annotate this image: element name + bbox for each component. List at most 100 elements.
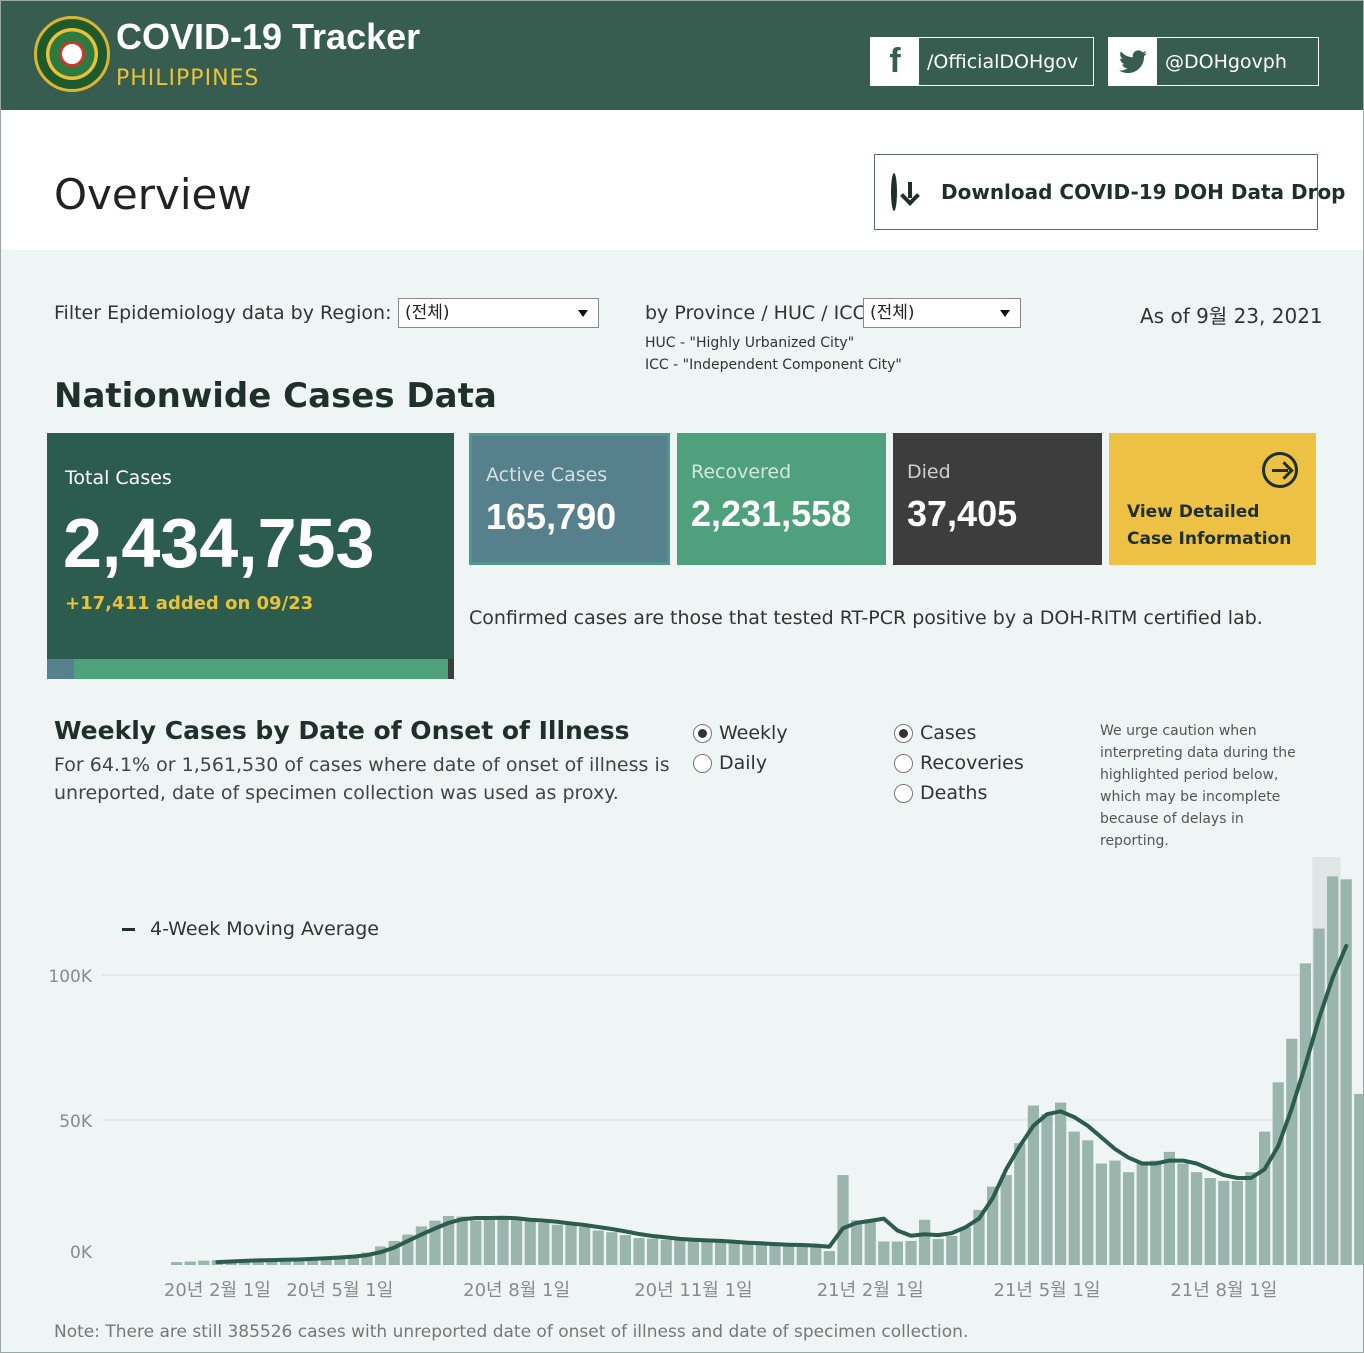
bar[interactable]: [769, 1244, 781, 1265]
bar[interactable]: [687, 1240, 699, 1265]
bar[interactable]: [1123, 1172, 1135, 1265]
bar[interactable]: [1163, 1151, 1175, 1265]
bar[interactable]: [674, 1240, 686, 1265]
bar[interactable]: [483, 1218, 495, 1265]
bar[interactable]: [415, 1226, 427, 1265]
bar[interactable]: [1109, 1160, 1121, 1265]
chart-footnote: Note: There are still 385526 cases with …: [54, 1322, 969, 1342]
radio-daily[interactable]: Daily: [693, 752, 767, 774]
bar[interactable]: [959, 1227, 971, 1265]
bar[interactable]: [402, 1234, 414, 1265]
bar[interactable]: [932, 1238, 944, 1265]
radio-recoveries[interactable]: Recoveries: [894, 752, 1024, 774]
bar[interactable]: [293, 1258, 305, 1265]
bar[interactable]: [443, 1215, 455, 1265]
bar[interactable]: [755, 1243, 767, 1265]
bar[interactable]: [470, 1220, 482, 1265]
bar[interactable]: [279, 1258, 291, 1265]
bar[interactable]: [1286, 1038, 1298, 1265]
bar[interactable]: [1299, 963, 1311, 1265]
bar[interactable]: [1027, 1105, 1039, 1266]
bar[interactable]: [1272, 1082, 1284, 1265]
bar[interactable]: [1245, 1172, 1257, 1265]
twitter-link[interactable]: @DOHgovph: [1108, 37, 1319, 86]
bar[interactable]: [606, 1232, 618, 1265]
bar[interactable]: [551, 1224, 563, 1265]
bar[interactable]: [946, 1236, 958, 1265]
bar[interactable]: [538, 1222, 550, 1265]
bar[interactable]: [905, 1240, 917, 1265]
radio-weekly[interactable]: Weekly: [693, 722, 788, 744]
bar[interactable]: [1000, 1175, 1012, 1265]
bar[interactable]: [1354, 1093, 1364, 1265]
bar[interactable]: [1231, 1180, 1243, 1265]
bar[interactable]: [1313, 928, 1325, 1265]
bar[interactable]: [592, 1230, 604, 1265]
bar[interactable]: [742, 1243, 754, 1265]
bar[interactable]: [375, 1246, 387, 1265]
bar[interactable]: [334, 1256, 346, 1265]
bar[interactable]: [565, 1224, 577, 1265]
bar[interactable]: [497, 1216, 509, 1265]
radio-cases[interactable]: Cases: [894, 722, 976, 744]
bar[interactable]: [878, 1241, 890, 1265]
bar[interactable]: [320, 1256, 332, 1265]
bar[interactable]: [1177, 1163, 1189, 1266]
bar[interactable]: [1340, 879, 1352, 1265]
died-card[interactable]: Died 37,405: [893, 433, 1102, 565]
bar[interactable]: [1259, 1131, 1271, 1265]
bar[interactable]: [1218, 1180, 1230, 1265]
bar[interactable]: [660, 1239, 672, 1265]
bar[interactable]: [1095, 1163, 1107, 1266]
bar[interactable]: [619, 1235, 631, 1265]
bar[interactable]: [1014, 1143, 1026, 1265]
bar[interactable]: [728, 1242, 740, 1265]
region-select[interactable]: (전체): [398, 298, 599, 328]
total-cases-card: Total Cases 2,434,753 +17,411 added on 0…: [47, 433, 454, 679]
bar[interactable]: [796, 1245, 808, 1265]
bar[interactable]: [647, 1238, 659, 1265]
bar[interactable]: [524, 1221, 536, 1265]
bar[interactable]: [837, 1175, 849, 1265]
bar[interactable]: [1082, 1140, 1094, 1265]
bar[interactable]: [388, 1240, 400, 1265]
bar[interactable]: [347, 1255, 359, 1265]
bar[interactable]: [919, 1219, 931, 1265]
facebook-link[interactable]: f /OfficialDOHgov: [870, 37, 1094, 86]
bar[interactable]: [184, 1261, 196, 1265]
bar[interactable]: [1191, 1172, 1203, 1265]
bar[interactable]: [171, 1262, 183, 1265]
bar[interactable]: [987, 1186, 999, 1265]
bar[interactable]: [823, 1251, 835, 1265]
bar[interactable]: [864, 1219, 876, 1265]
bar[interactable]: [891, 1241, 903, 1265]
bar[interactable]: [1068, 1131, 1080, 1265]
y-tick-label: 50K: [59, 1112, 93, 1132]
view-detailed-button[interactable]: View Detailed Case Information: [1109, 433, 1316, 565]
bar[interactable]: [783, 1245, 795, 1265]
province-select[interactable]: (전체): [863, 298, 1021, 328]
bar[interactable]: [1327, 876, 1339, 1265]
bar[interactable]: [456, 1216, 468, 1265]
bar[interactable]: [1150, 1160, 1162, 1265]
bar[interactable]: [1055, 1102, 1067, 1265]
recovered-card[interactable]: Recovered 2,231,558: [677, 433, 886, 565]
bar[interactable]: [810, 1246, 822, 1265]
bar[interactable]: [1204, 1178, 1216, 1265]
bar[interactable]: [429, 1220, 441, 1265]
bar[interactable]: [579, 1227, 591, 1265]
bar[interactable]: [633, 1238, 645, 1265]
bar[interactable]: [851, 1220, 863, 1265]
bar[interactable]: [361, 1252, 373, 1265]
bar[interactable]: [701, 1240, 713, 1265]
bar[interactable]: [715, 1242, 727, 1265]
bar[interactable]: [198, 1260, 210, 1265]
download-data-drop-button[interactable]: Download COVID-19 DOH Data Drop: [874, 154, 1346, 230]
bar[interactable]: [307, 1257, 319, 1265]
bar[interactable]: [1041, 1114, 1053, 1265]
active-cases-card[interactable]: Active Cases 165,790: [469, 433, 670, 565]
bar[interactable]: [973, 1209, 985, 1265]
bar[interactable]: [1136, 1163, 1148, 1266]
bar[interactable]: [511, 1220, 523, 1265]
radio-deaths[interactable]: Deaths: [894, 782, 987, 804]
